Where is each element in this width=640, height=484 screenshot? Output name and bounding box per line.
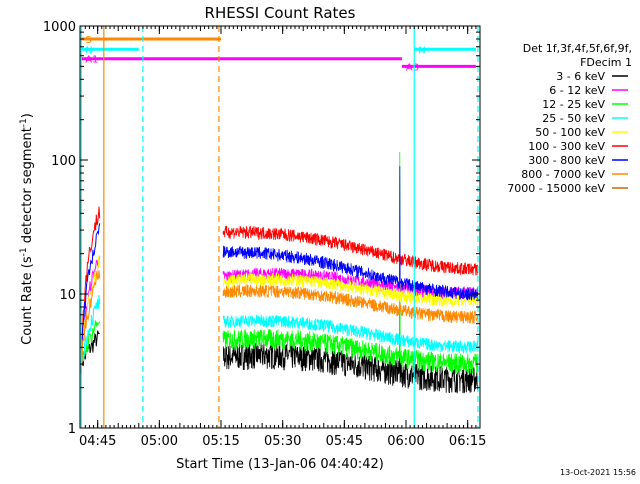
y-tick-label: 1000 — [43, 20, 76, 35]
legend-item-label: 100 - 300 keV — [528, 140, 605, 153]
legend-item-label: 3 - 6 keV — [556, 70, 605, 83]
series-line-1 — [222, 270, 479, 394]
legend-item-label: 7000 - 15000 keV — [507, 182, 605, 195]
legend-title-line-1: Det 1f,3f,4f,5f,6f,9f, — [523, 42, 632, 55]
x-axis-label: Start Time (13-Jan-06 04:40:42) — [176, 457, 384, 472]
legend-item-label: 50 - 100 keV — [535, 126, 605, 139]
flag-label: S — [85, 35, 91, 46]
legend-title-line-2: FDecim 1 — [580, 56, 632, 69]
series-line-early — [80, 223, 101, 366]
x-tick-label: 05:30 — [264, 434, 301, 449]
series-line-early — [80, 254, 101, 361]
flag-label: A3 — [406, 62, 419, 73]
y-axis-label-sup-2: -1 — [19, 118, 29, 127]
y-tick-label: 10 — [59, 288, 76, 303]
legend-item-label: 12 - 25 keV — [542, 98, 605, 111]
x-tick-label: 05:15 — [202, 434, 239, 449]
flag-label: A1 — [85, 55, 98, 66]
series-line-3 — [222, 151, 479, 374]
series-line-4 — [222, 314, 479, 355]
series-line-8 — [222, 283, 479, 324]
series-line-6 — [222, 225, 479, 276]
vline-layer — [80, 26, 479, 428]
axis-layer: 1 10 100 1000 04:45 05:00 05:15 05:30 05:45 06:00… — [43, 20, 486, 449]
chart-title: RHESSI Count Rates — [205, 4, 356, 22]
legend-item-label: 800 - 7000 keV — [521, 168, 605, 181]
y-axis-label-tail: detector segment — [20, 127, 35, 247]
flag-label: N — [85, 45, 92, 56]
legend: Det 1f,3f,4f,5f,6f,9f, FDecim 1 3 - 6 ke… — [507, 42, 632, 195]
x-tick-label: 04:45 — [79, 434, 116, 449]
flag-label: N — [418, 45, 425, 56]
y-axis-label: Count Rate (s-1 detector segment-1) — [19, 113, 35, 345]
data-layer — [80, 151, 479, 394]
y-tick-label: 1 — [68, 422, 76, 437]
x-tick-label: 05:45 — [326, 434, 363, 449]
generation-timestamp: 13-Oct-2021 15:56 — [560, 468, 636, 477]
y-tick-label: 100 — [51, 154, 76, 169]
series-line-7 — [222, 166, 479, 301]
series-line-early — [80, 294, 101, 369]
y-axis-label-sup: -1 — [19, 247, 29, 256]
legend-item-label: 300 - 800 keV — [528, 154, 605, 167]
plot-frame — [79, 25, 481, 429]
y-axis-label-main: Count Rate (s — [20, 256, 35, 345]
x-tick-label: 06:15 — [449, 434, 486, 449]
legend-item-label: 6 - 12 keV — [549, 84, 605, 97]
series-line-early — [80, 270, 101, 372]
y-axis-label-end: ) — [20, 113, 35, 118]
legend-item-label: 25 - 50 keV — [542, 112, 605, 125]
x-tick-label: 06:00 — [387, 434, 424, 449]
x-tick-label: 05:00 — [141, 434, 178, 449]
series-line-5 — [222, 273, 479, 308]
